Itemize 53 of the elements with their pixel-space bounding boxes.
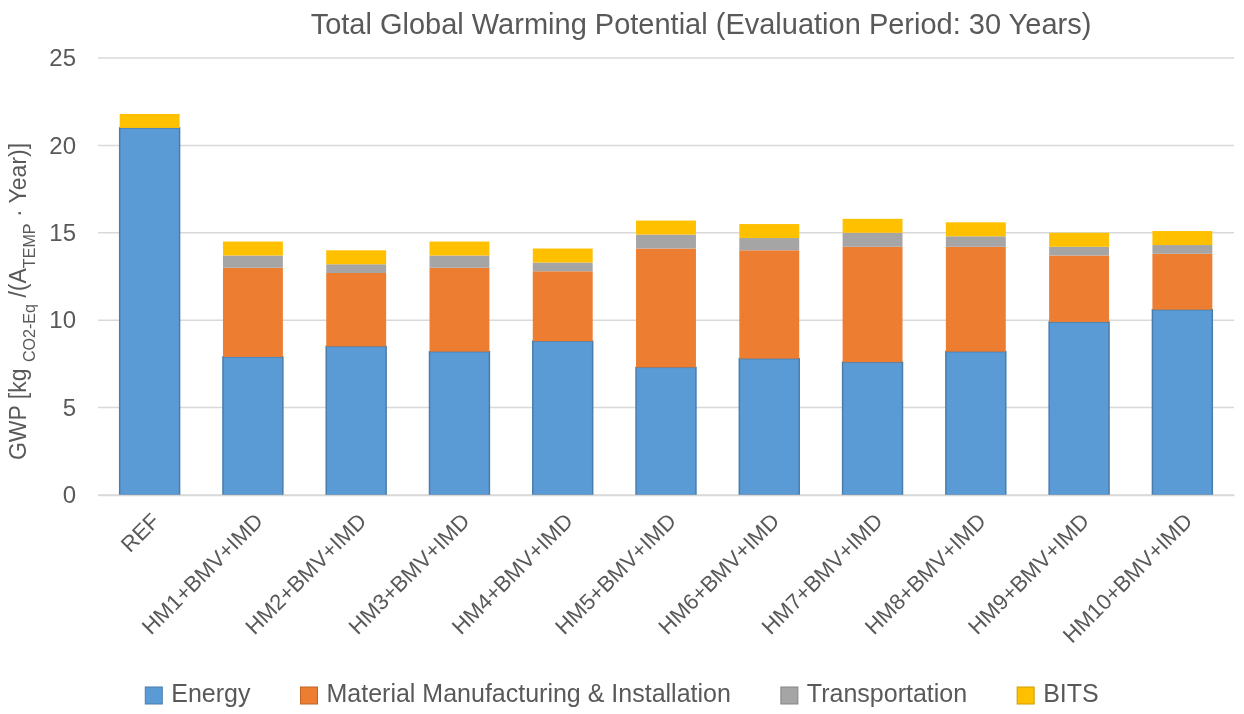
bar (1049, 232, 1110, 247)
bar (842, 232, 903, 247)
bar (945, 350, 1007, 496)
bar (1152, 253, 1213, 310)
bar (945, 222, 1006, 237)
bar (326, 250, 387, 265)
bar (1049, 246, 1110, 256)
bar (532, 271, 593, 342)
bar (945, 236, 1006, 247)
bar (1151, 308, 1214, 496)
bar (326, 264, 387, 273)
bar (1152, 245, 1213, 254)
bar (429, 267, 490, 352)
bar (532, 262, 593, 272)
legend-label: BITS (1043, 679, 1099, 707)
y-tick-label: 10 (49, 306, 76, 334)
chart-title: Total Global Warming Potential (Evaluation Period: 30 Years) (310, 8, 1092, 40)
bar (1048, 321, 1110, 496)
y-tick-label: 15 (49, 218, 76, 246)
bar (325, 345, 387, 496)
bar (739, 224, 800, 239)
y-tick-label: 20 (49, 131, 76, 159)
bar (118, 127, 181, 496)
y-tick-label: 5 (62, 393, 76, 421)
bar (842, 246, 903, 363)
bar (842, 218, 903, 233)
bar (841, 361, 904, 496)
bar (636, 234, 696, 249)
bar (636, 248, 696, 368)
bar (222, 241, 283, 256)
legend-label: Material Manufacturing & Installation (326, 679, 731, 707)
bar (635, 366, 697, 496)
bar (222, 255, 283, 268)
bar (1049, 255, 1110, 322)
bar (222, 267, 283, 357)
legend-label: Energy (171, 679, 251, 707)
bar (532, 340, 594, 496)
y-tick-label: 25 (49, 44, 76, 72)
bar (945, 246, 1006, 352)
bar (532, 248, 593, 263)
bar (222, 356, 284, 496)
bar (1152, 231, 1213, 246)
bar (739, 238, 800, 251)
bar (738, 357, 800, 496)
bar (636, 220, 696, 235)
bar (739, 250, 800, 359)
y-tick-label: 0 (62, 481, 76, 509)
bar (326, 273, 387, 347)
legend-label: Transportation (806, 679, 968, 707)
bar (429, 255, 490, 268)
bar (119, 113, 180, 128)
bar (429, 241, 490, 256)
bar (428, 350, 491, 496)
